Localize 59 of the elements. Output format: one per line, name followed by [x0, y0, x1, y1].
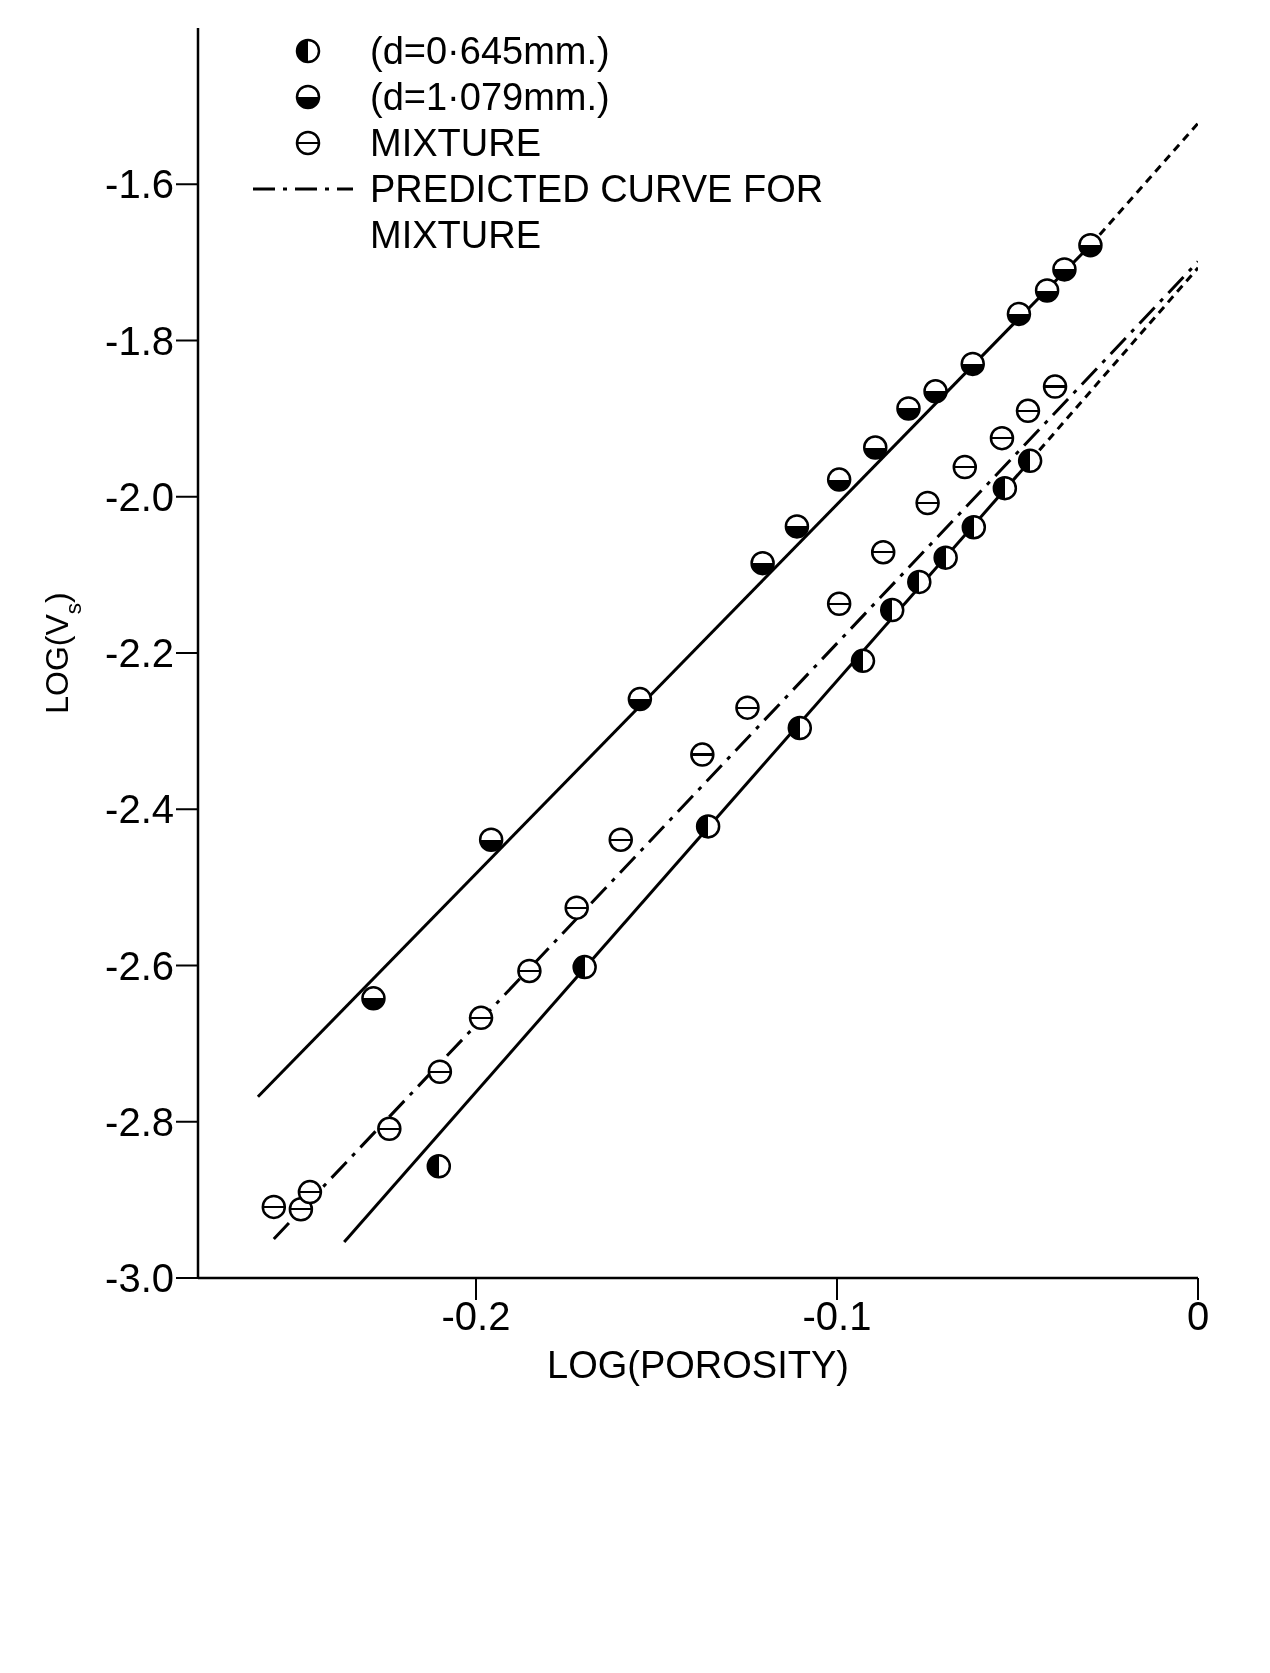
point [690, 742, 715, 767]
point [961, 514, 987, 540]
point [377, 1116, 402, 1142]
point [879, 597, 905, 623]
point [750, 550, 775, 576]
x-axis-title: LOG(POROSITY) [547, 1344, 849, 1386]
point [608, 827, 633, 852]
y-tick-label: -1.8 [105, 318, 174, 363]
point [1078, 232, 1103, 258]
x-tick-label: -0.2 [441, 1294, 511, 1339]
point [361, 986, 386, 1011]
point [1017, 448, 1043, 474]
point [572, 954, 597, 980]
point [870, 539, 896, 565]
point [915, 490, 940, 516]
legend-label: (d=0·645mm.) [370, 29, 610, 74]
point [787, 715, 813, 741]
y-tick-label: -3.0 [105, 1256, 174, 1301]
y-tick-label: -2.8 [105, 1099, 174, 1144]
point [863, 435, 888, 460]
point [896, 396, 921, 421]
point [1015, 398, 1041, 424]
x-tick-label: -0.1 [802, 1294, 872, 1339]
y-tick-label: -2.6 [105, 943, 174, 988]
point [427, 1059, 453, 1084]
point [907, 569, 932, 595]
x-tick-label: 0 [1186, 1294, 1210, 1339]
point [261, 1194, 287, 1220]
point [952, 454, 978, 480]
point [297, 1179, 323, 1205]
point [784, 514, 810, 539]
legend-label: MIXTURE [370, 121, 541, 166]
point [695, 814, 721, 839]
point [826, 467, 852, 492]
point [1052, 257, 1077, 282]
point [960, 351, 985, 377]
y-tick-label: -2.0 [105, 474, 174, 519]
y-tick-label: -2.4 [105, 787, 174, 832]
point [564, 895, 589, 920]
point [826, 591, 852, 617]
point [478, 827, 504, 852]
y-tick-label: -2.2 [105, 631, 174, 676]
point [627, 686, 653, 712]
legend-label: (d=1·079mm.) [370, 75, 610, 120]
point [735, 695, 760, 720]
point [933, 545, 958, 570]
point [850, 648, 876, 674]
point [468, 1005, 494, 1031]
point [989, 425, 1015, 451]
legend-label: PREDICTED CURVE FOR MIXTURE [370, 167, 825, 258]
point [426, 1154, 452, 1179]
y-tick-label: -1.6 [105, 162, 174, 207]
point [288, 1197, 314, 1222]
point [992, 475, 1018, 501]
point [1042, 374, 1068, 399]
point [517, 958, 542, 984]
point [1006, 301, 1032, 327]
point [923, 379, 948, 404]
point [1034, 278, 1060, 303]
